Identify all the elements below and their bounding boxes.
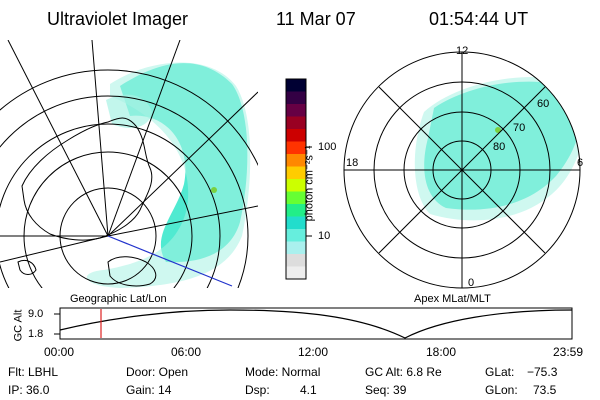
mlt-label-18: 18 xyxy=(346,157,359,169)
ip-info: IP: 36.0 xyxy=(8,383,50,397)
colorbar xyxy=(285,78,312,280)
colorbar-band xyxy=(286,141,306,155)
colorbar-band xyxy=(286,154,306,167)
colorbar-band xyxy=(286,266,306,280)
gc-alt-info: GC Alt: 6.8 Re xyxy=(365,365,442,379)
instrument-title: Ultraviolet Imager xyxy=(47,9,189,29)
mlt-label-12: 12 xyxy=(456,45,469,57)
colorbar-tick-10: 10 xyxy=(318,230,331,242)
geographic-map xyxy=(0,40,258,288)
colorbar-band xyxy=(286,104,306,117)
gc-alt-axis-label: GC Alt xyxy=(12,309,25,342)
colorbar-band xyxy=(286,129,306,142)
colorbar-band xyxy=(286,216,306,230)
time-tick-2359: 23:59 xyxy=(553,345,584,359)
flt-info: Flt: LBHL xyxy=(8,365,59,379)
colorbar-band xyxy=(286,79,306,92)
geographic-caption: Geographic Lat/Lon xyxy=(70,293,167,305)
time-tick-0600: 06:00 xyxy=(171,345,202,359)
mlt-label-0: 0 xyxy=(468,277,475,289)
colorbar-band xyxy=(286,91,306,105)
colorbar-band xyxy=(286,191,306,205)
colorbar-band xyxy=(286,179,306,192)
apex-polar-plot xyxy=(343,51,581,289)
seq-info: Seq: 39 xyxy=(365,383,407,397)
door-info: Door: Open xyxy=(126,365,189,379)
glon-label: GLon: xyxy=(485,383,518,397)
time-tick-1800: 18:00 xyxy=(426,345,457,359)
colorbar-band xyxy=(286,229,306,242)
colorbar-band xyxy=(286,241,306,255)
mlat-label-80: 80 xyxy=(493,141,506,153)
glon-value: 73.5 xyxy=(533,383,557,397)
meridians xyxy=(0,40,258,263)
time-tick-1200: 12:00 xyxy=(298,345,329,359)
apex-caption: Apex MLat/MLT xyxy=(414,293,491,305)
dsp-value: 4.1 xyxy=(300,383,317,397)
dsp-label: Dsp: xyxy=(245,383,270,397)
colorbar-band xyxy=(286,204,306,217)
colorbar-band xyxy=(286,116,306,130)
colorbar-band xyxy=(286,254,306,267)
altitude-plot xyxy=(54,307,573,340)
date-label: 11 Mar 07 xyxy=(276,9,356,29)
glat-value: −75.3 xyxy=(527,365,558,379)
satellite-track xyxy=(107,235,233,287)
alt-tick-1-8: 1.8 xyxy=(28,328,44,340)
mlat-label-70: 70 xyxy=(513,122,526,134)
time-label: 01:54:44 UT xyxy=(429,9,529,29)
colorbar-band xyxy=(286,166,306,180)
coastline xyxy=(21,117,153,241)
left-aurora xyxy=(86,62,251,288)
mlt-label-6: 6 xyxy=(577,157,584,169)
gain-info: Gain: 14 xyxy=(126,383,172,397)
glat-label: GLat: xyxy=(485,365,515,379)
alt-tick-9: 9.0 xyxy=(28,308,44,320)
colorbar-tick-100: 100 xyxy=(318,141,337,153)
time-tick-0000: 00:00 xyxy=(44,345,75,359)
mlat-label-60: 60 xyxy=(537,98,550,110)
mode-info: Mode: Normal xyxy=(245,365,321,379)
colorbar-unit-label: photon cm⁻²s⁻¹ xyxy=(303,145,316,222)
altitude-curve xyxy=(59,309,573,339)
